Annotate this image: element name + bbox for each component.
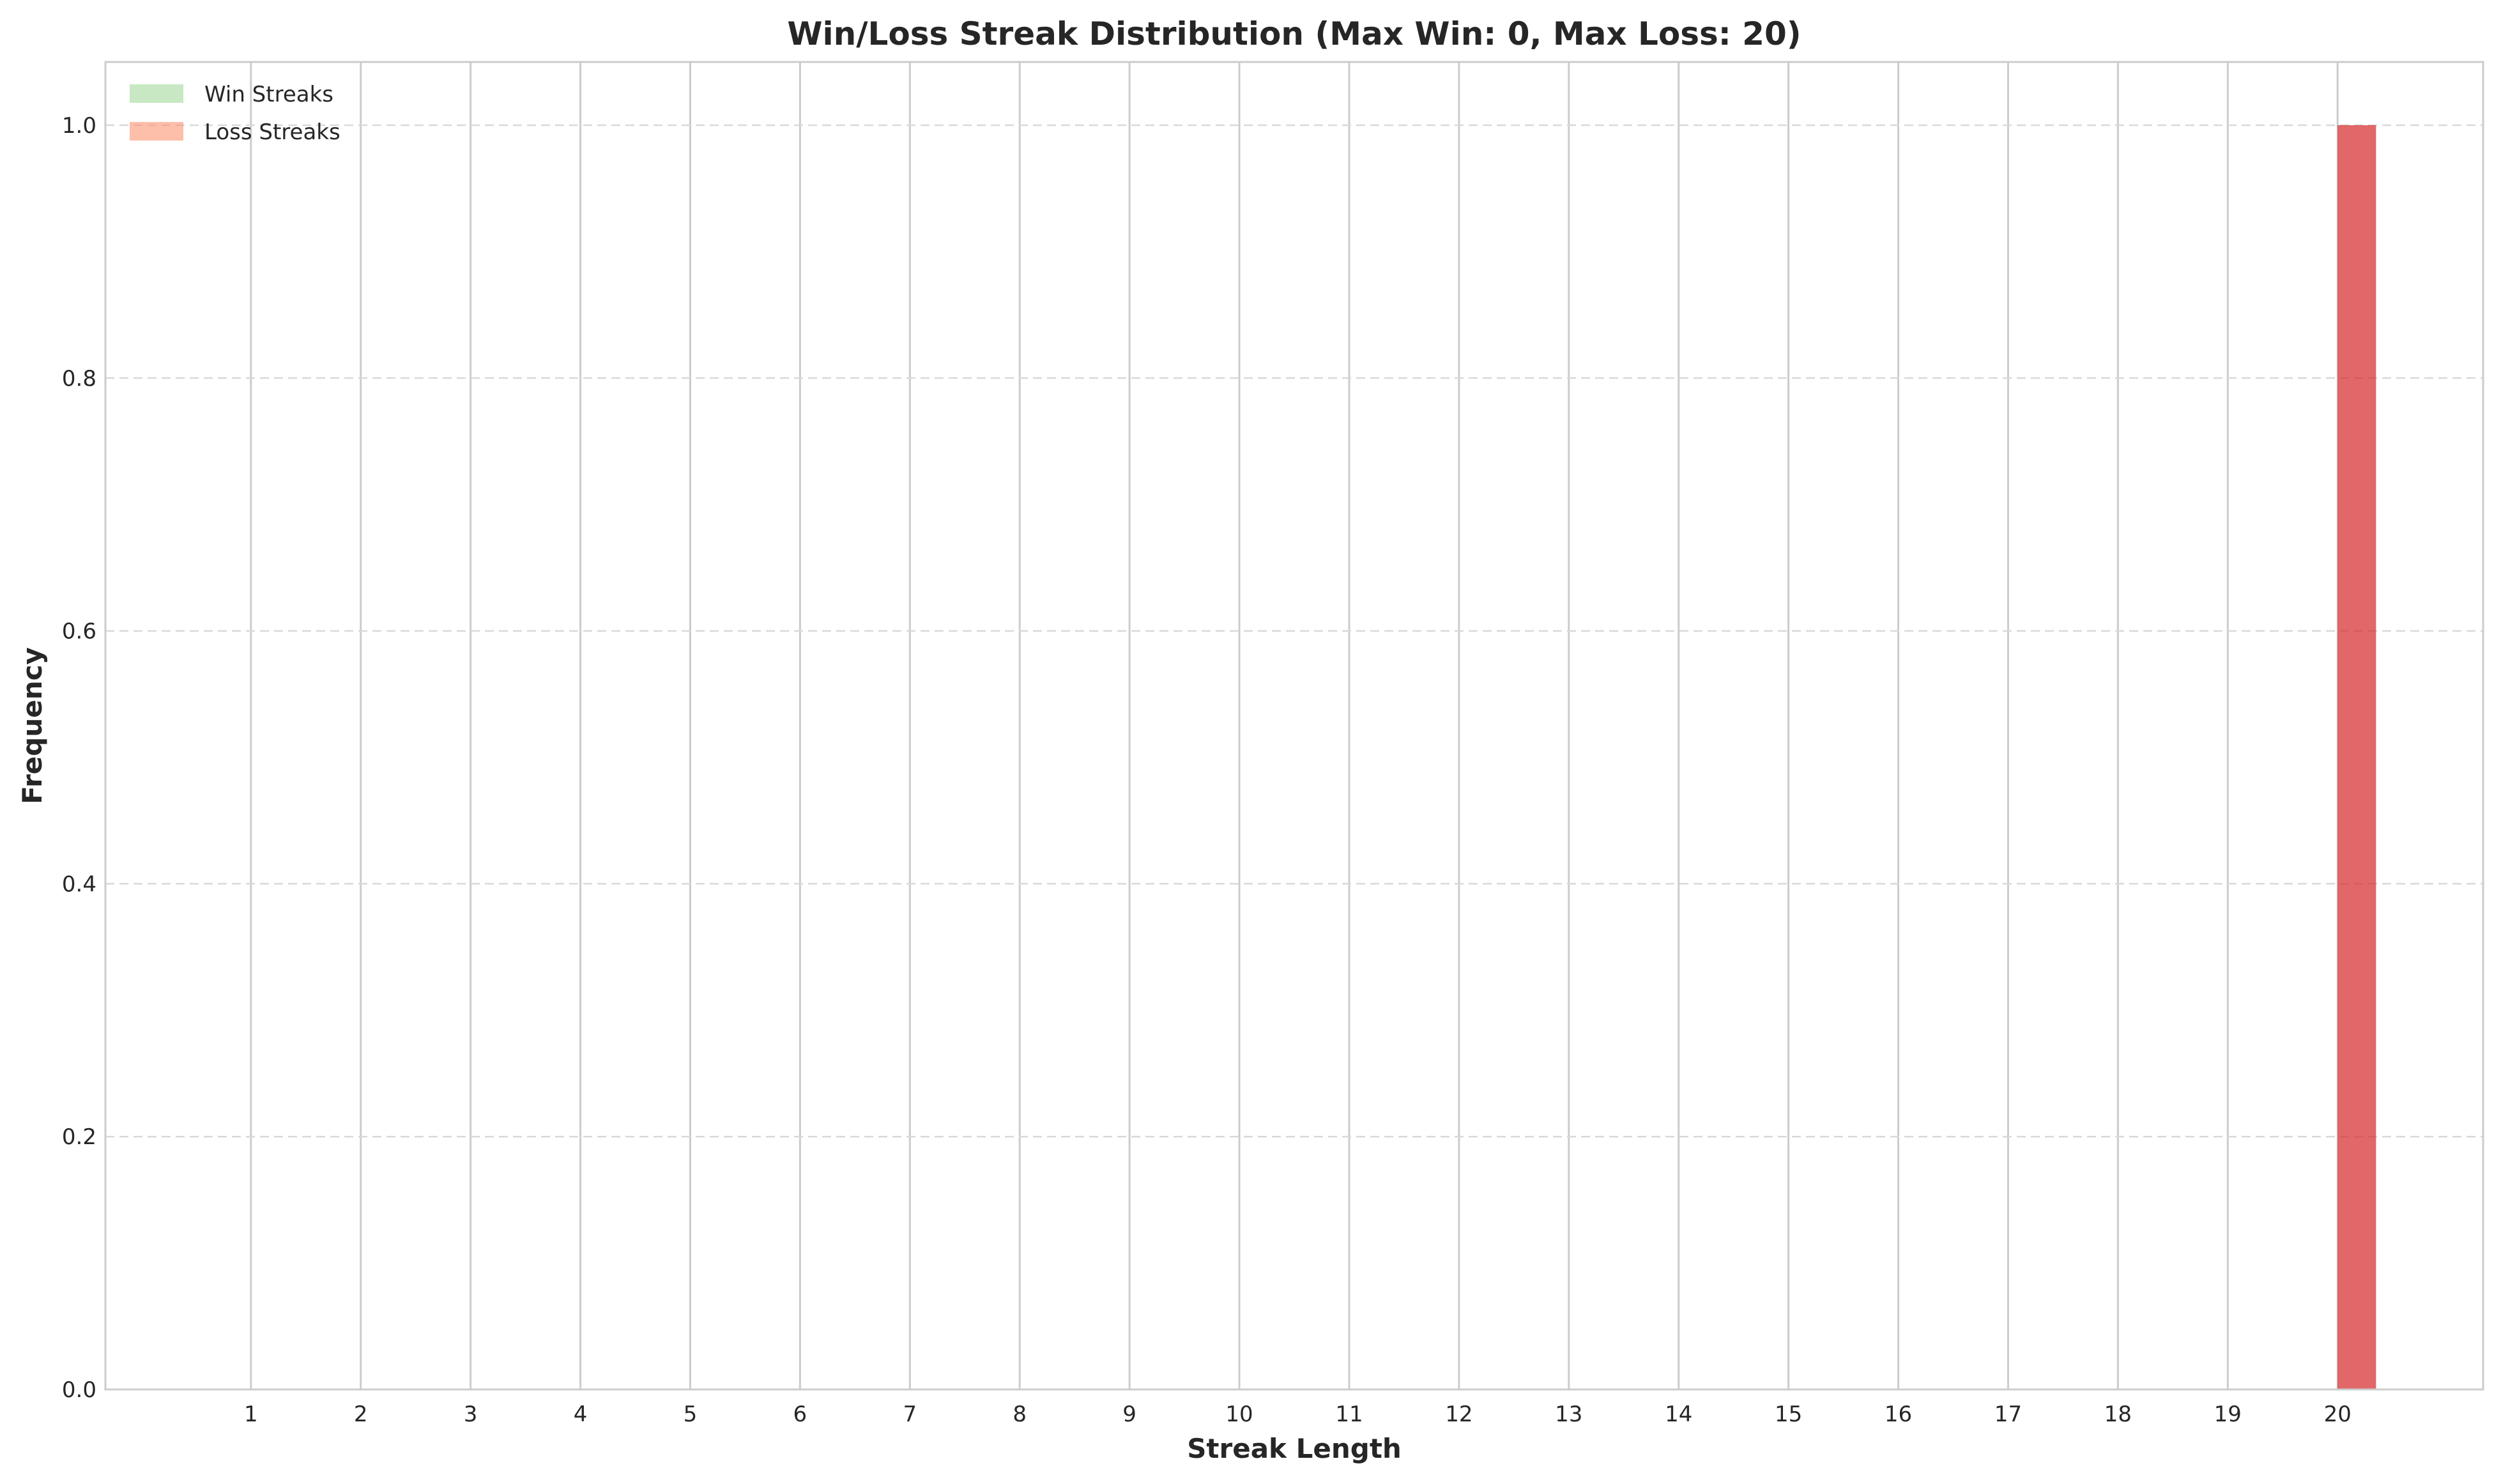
x-tick-label: 20 (2324, 1402, 2352, 1427)
y-axis-label: Frequency (17, 647, 48, 804)
y-tick-label: 0.8 (62, 366, 96, 392)
x-tick-label: 7 (903, 1402, 917, 1427)
x-tick-label: 17 (1994, 1402, 2022, 1427)
y-tick-label: 0.2 (62, 1124, 96, 1150)
plot-frame (104, 61, 2484, 1391)
bars-layer (2337, 125, 2376, 1389)
x-tick-label: 12 (1445, 1402, 1472, 1427)
x-tick-label: 13 (1555, 1402, 1582, 1427)
ticks-layer: 1 2 3 4 5 6 7 8 9 10 11 12 13 14 15 16 17 18 19 200.00.20.4… (62, 113, 2352, 1427)
legend-swatch-loss-streaks (130, 122, 183, 141)
legend: Win Streaks Loss Streaks (130, 82, 340, 145)
legend-label-win-streaks: Win Streaks (204, 82, 333, 107)
grid-layer (105, 62, 2483, 1389)
x-tick-label: 11 (1335, 1402, 1363, 1427)
y-tick-label: 1.0 (62, 113, 96, 139)
x-tick-label: 1 (244, 1402, 258, 1427)
loss-streak-bar (2337, 125, 2376, 1389)
legend-swatch-win-streaks (130, 84, 183, 103)
y-tick-label: 0.6 (62, 619, 96, 645)
x-tick-label: 4 (574, 1402, 588, 1427)
x-tick-label: 2 (354, 1402, 368, 1427)
x-tick-label: 14 (1665, 1402, 1692, 1427)
x-tick-label: 6 (793, 1402, 807, 1427)
legend-label-loss-streaks: Loss Streaks (204, 119, 340, 145)
chart-title: Win/Loss Streak Distribution (Max Win: 0… (787, 15, 1801, 52)
x-tick-label: 15 (1775, 1402, 1802, 1427)
x-tick-label: 10 (1225, 1402, 1253, 1427)
x-tick-label: 8 (1013, 1402, 1027, 1427)
y-tick-label: 0.4 (62, 871, 96, 897)
x-tick-label: 5 (684, 1402, 698, 1427)
x-tick-label: 3 (464, 1402, 478, 1427)
x-tick-label: 16 (1885, 1402, 1912, 1427)
y-tick-label: 0.0 (62, 1377, 96, 1403)
x-tick-label: 19 (2214, 1402, 2242, 1427)
x-axis-label: Streak Length (1187, 1433, 1402, 1464)
x-tick-label: 9 (1122, 1402, 1136, 1427)
x-tick-label: 18 (2104, 1402, 2132, 1427)
